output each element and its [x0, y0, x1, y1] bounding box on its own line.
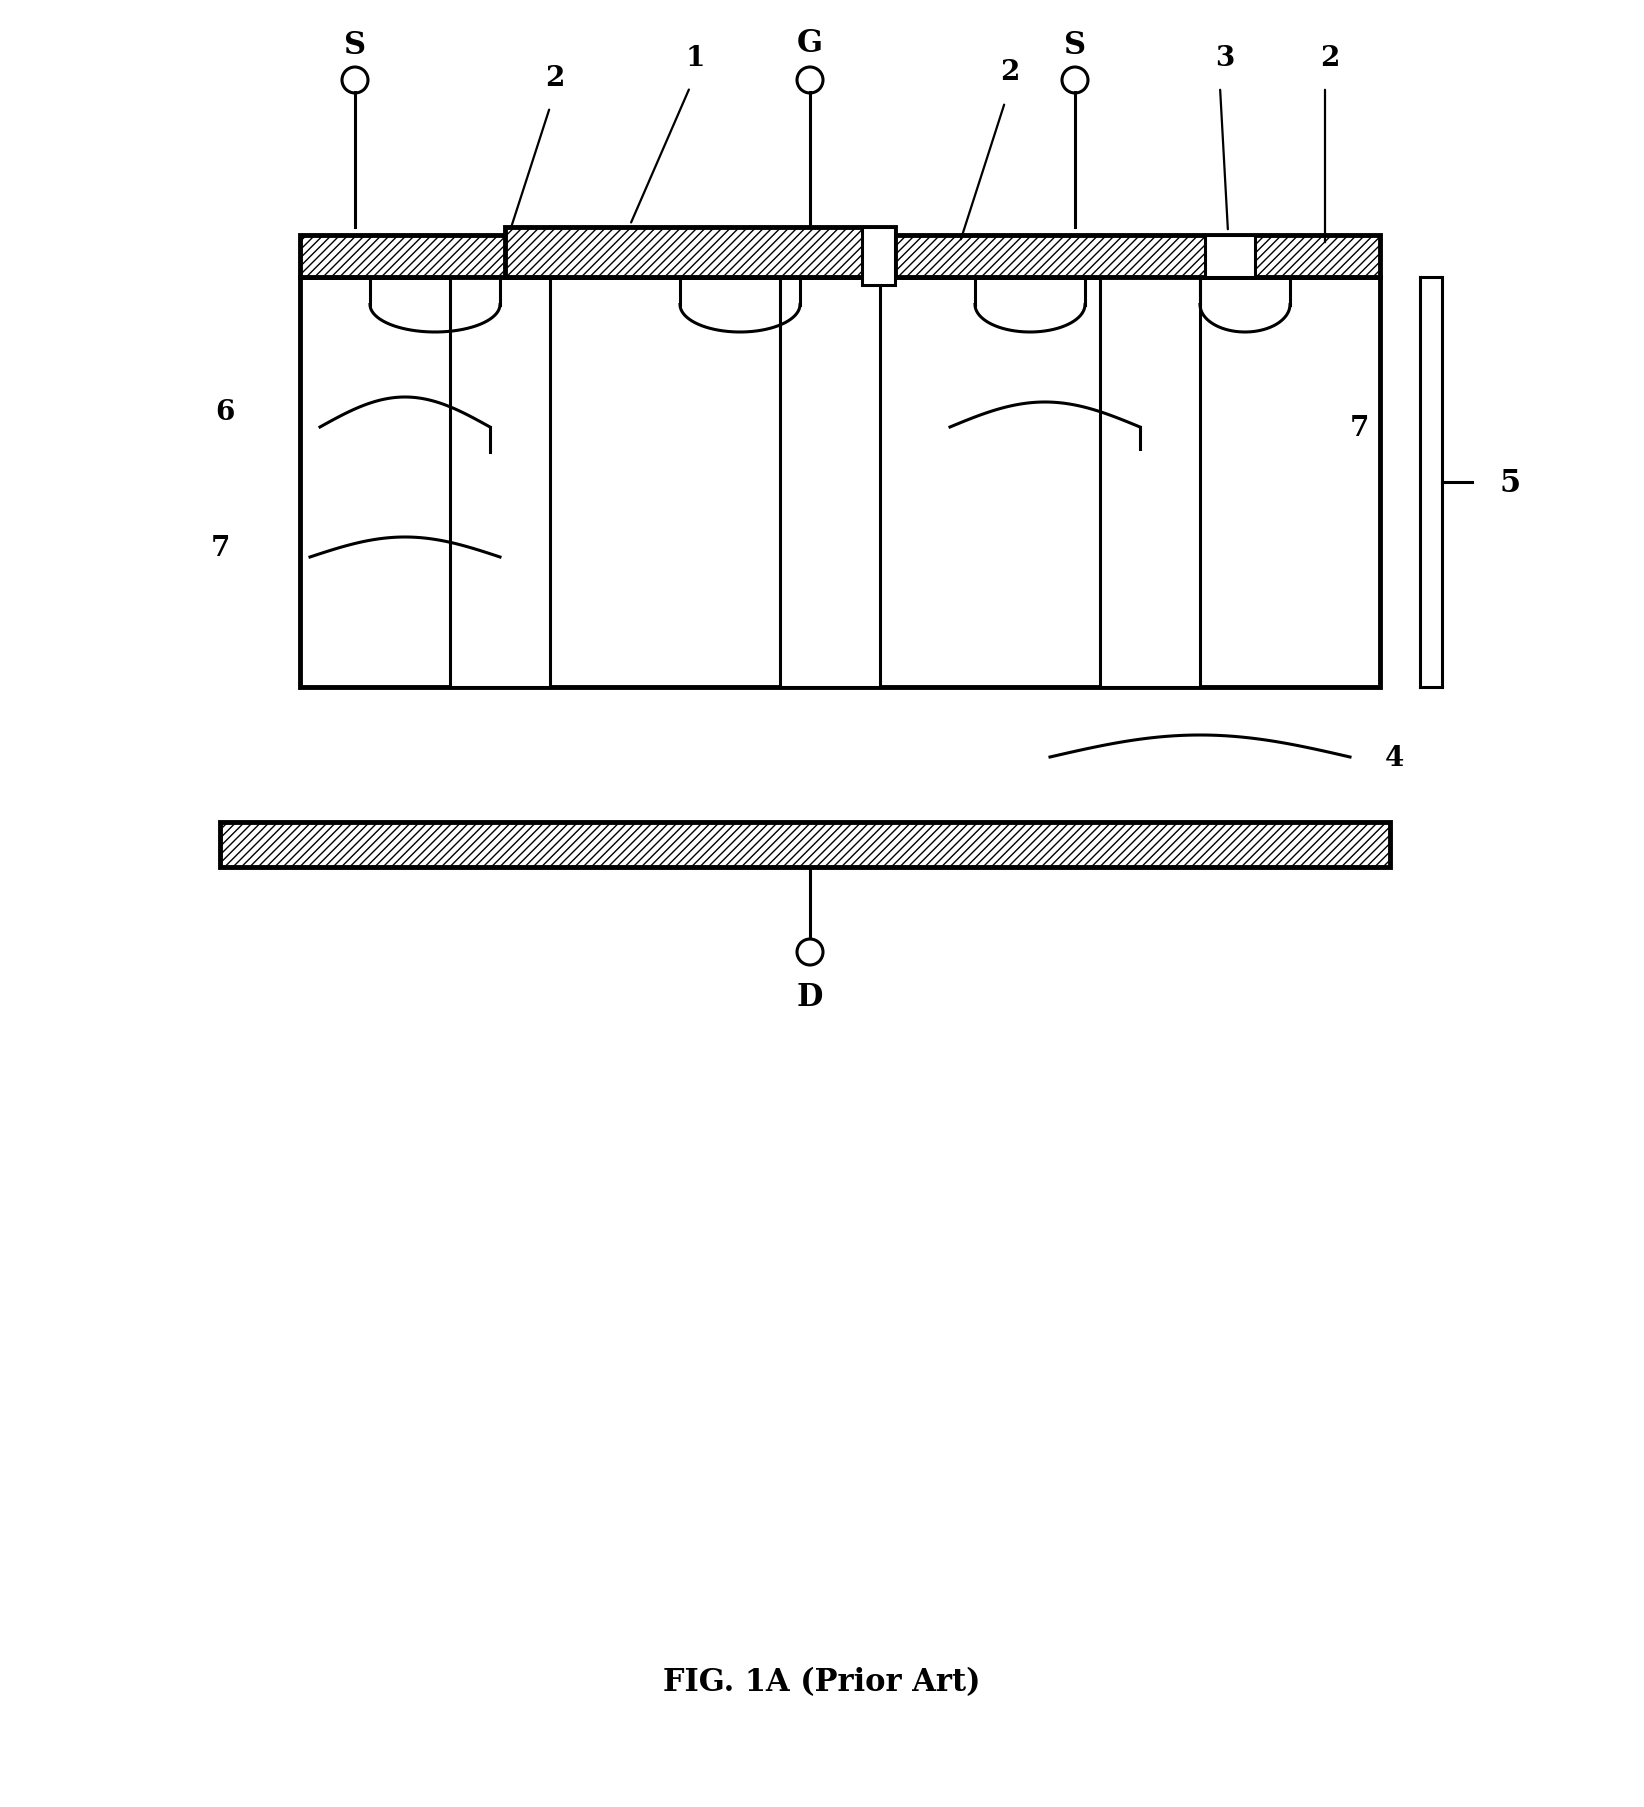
Text: S: S [1064, 31, 1087, 61]
Text: 1: 1 [686, 45, 705, 72]
Text: 2: 2 [1000, 60, 1019, 87]
Text: FIG. 1A (Prior Art): FIG. 1A (Prior Art) [663, 1666, 981, 1697]
Bar [861, 228, 894, 286]
Text: 7: 7 [1350, 414, 1369, 441]
Text: 7: 7 [210, 535, 230, 562]
Text: 2: 2 [546, 65, 564, 92]
Bar [1205, 237, 1254, 278]
Text: 4: 4 [1384, 744, 1404, 772]
Bar [505, 228, 894, 278]
Bar [779, 278, 880, 688]
Text: 3: 3 [1215, 45, 1235, 72]
Bar [450, 278, 551, 688]
Text: 5: 5 [1499, 468, 1521, 499]
Bar [299, 237, 1379, 278]
Text: 2: 2 [1320, 45, 1340, 72]
Bar [1100, 278, 1200, 688]
Text: S: S [344, 31, 367, 61]
Bar [299, 278, 1379, 688]
Bar [220, 822, 1389, 867]
Text: D: D [797, 981, 824, 1014]
Text: 6: 6 [215, 399, 235, 426]
Text: G: G [797, 27, 824, 58]
